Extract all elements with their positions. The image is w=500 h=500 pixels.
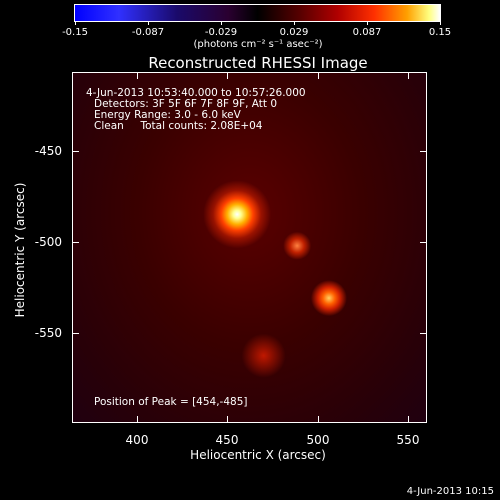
x-tick-mark: [318, 73, 319, 79]
image-title: Reconstructed RHESSI Image: [148, 54, 368, 72]
colorbar-tick-label: -0.029: [204, 27, 238, 38]
x-axis-label: Heliocentric X (arcsec): [190, 448, 326, 462]
colorbar-tick-label: 0.15: [428, 27, 452, 38]
y-tick-mark: [420, 333, 426, 334]
x-tick-mark: [408, 416, 409, 422]
y-tick-mark: [73, 242, 79, 243]
colorbar-tick-label: -0.15: [62, 27, 88, 38]
colorbar-tick-mark: [294, 21, 295, 25]
x-tick-mark: [408, 73, 409, 79]
x-tick-label: 400: [125, 433, 149, 447]
plot-timestamp: 4-Jun-2013 10:15: [406, 486, 494, 497]
colorbar: [74, 4, 441, 22]
y-tick-label: -550: [34, 326, 62, 340]
x-tick-mark: [227, 416, 228, 422]
x-tick-mark: [137, 73, 138, 79]
x-tick-label: 450: [215, 433, 239, 447]
y-tick-mark: [73, 333, 79, 334]
colorbar-tick-label: 0.029: [279, 27, 309, 38]
y-tick-label: -450: [34, 144, 62, 158]
time-range-text: 4-Jun-2013 10:53:40.000 to 10:57:26.000: [86, 87, 306, 99]
y-tick-label: -500: [34, 235, 62, 249]
y-tick-mark: [73, 151, 79, 152]
y-tick-mark: [420, 151, 426, 152]
colorbar-tick-mark: [367, 21, 368, 25]
colorbar-tick-label: 0.087: [352, 27, 382, 38]
x-tick-mark: [318, 416, 319, 422]
x-tick-mark: [227, 73, 228, 79]
detectors-text: Detectors: 3F 5F 6F 7F 8F 9F, Att 0: [94, 98, 278, 110]
energy-range-text: Energy Range: 3.0 - 6.0 keV: [94, 109, 241, 121]
colorbar-tick-mark: [221, 21, 222, 25]
colorbar-tick-mark: [75, 21, 76, 25]
clean-counts-text: Clean Total counts: 2.08E+04: [94, 120, 263, 132]
x-tick-mark: [137, 416, 138, 422]
x-tick-label: 500: [306, 433, 330, 447]
colorbar-units: (photons cm⁻² s⁻¹ asec⁻²): [193, 39, 323, 50]
x-tick-label: 550: [396, 433, 420, 447]
y-axis-label: Heliocentric Y (arcsec): [13, 182, 27, 318]
y-tick-mark: [420, 242, 426, 243]
colorbar-tick-mark: [148, 21, 149, 25]
colorbar-tick-label: -0.087: [131, 27, 165, 38]
rhessi-image: [72, 72, 427, 423]
peak-position-text: Position of Peak = [454,-485]: [94, 396, 248, 408]
colorbar-tick-mark: [440, 21, 441, 25]
